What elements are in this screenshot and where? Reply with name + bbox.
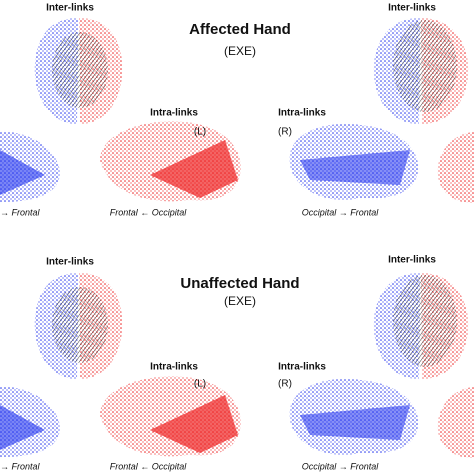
intra-label: Intra-links <box>150 362 198 373</box>
panel-title: Unaffected Hand <box>180 275 299 292</box>
caption: Frontal ← Occipital <box>110 207 188 217</box>
panel: Inter-links Affected Hand (EXE) Inter-li… <box>0 3 436 218</box>
panel-title: Affected Hand <box>189 21 291 38</box>
caption: → Frontal <box>0 461 41 471</box>
caption: Frontal ← Occipital <box>110 461 188 471</box>
intra-label: Intra-links <box>278 108 326 119</box>
intra-label: Intra-links <box>278 362 326 373</box>
panel: Inter-links Unaffected Hand (EXE) Inter-… <box>0 255 436 472</box>
caption: Occipital → Frontal <box>302 461 380 471</box>
intra-label: Intra-links <box>150 108 198 119</box>
side-label: (R) <box>278 379 292 390</box>
caption: Occipital → Frontal <box>302 207 380 217</box>
panel-subtitle: (EXE) <box>224 44 256 58</box>
side-label: (L) <box>194 379 206 390</box>
inter-label: Inter-links <box>388 3 436 14</box>
inter-label: Inter-links <box>388 255 436 266</box>
inter-label: Inter-links <box>46 257 94 268</box>
caption: → Frontal <box>0 207 41 217</box>
side-label: (L) <box>194 127 206 138</box>
inter-label: Inter-links <box>46 3 94 14</box>
side-label: (R) <box>278 127 292 138</box>
panel-subtitle: (EXE) <box>224 294 256 308</box>
